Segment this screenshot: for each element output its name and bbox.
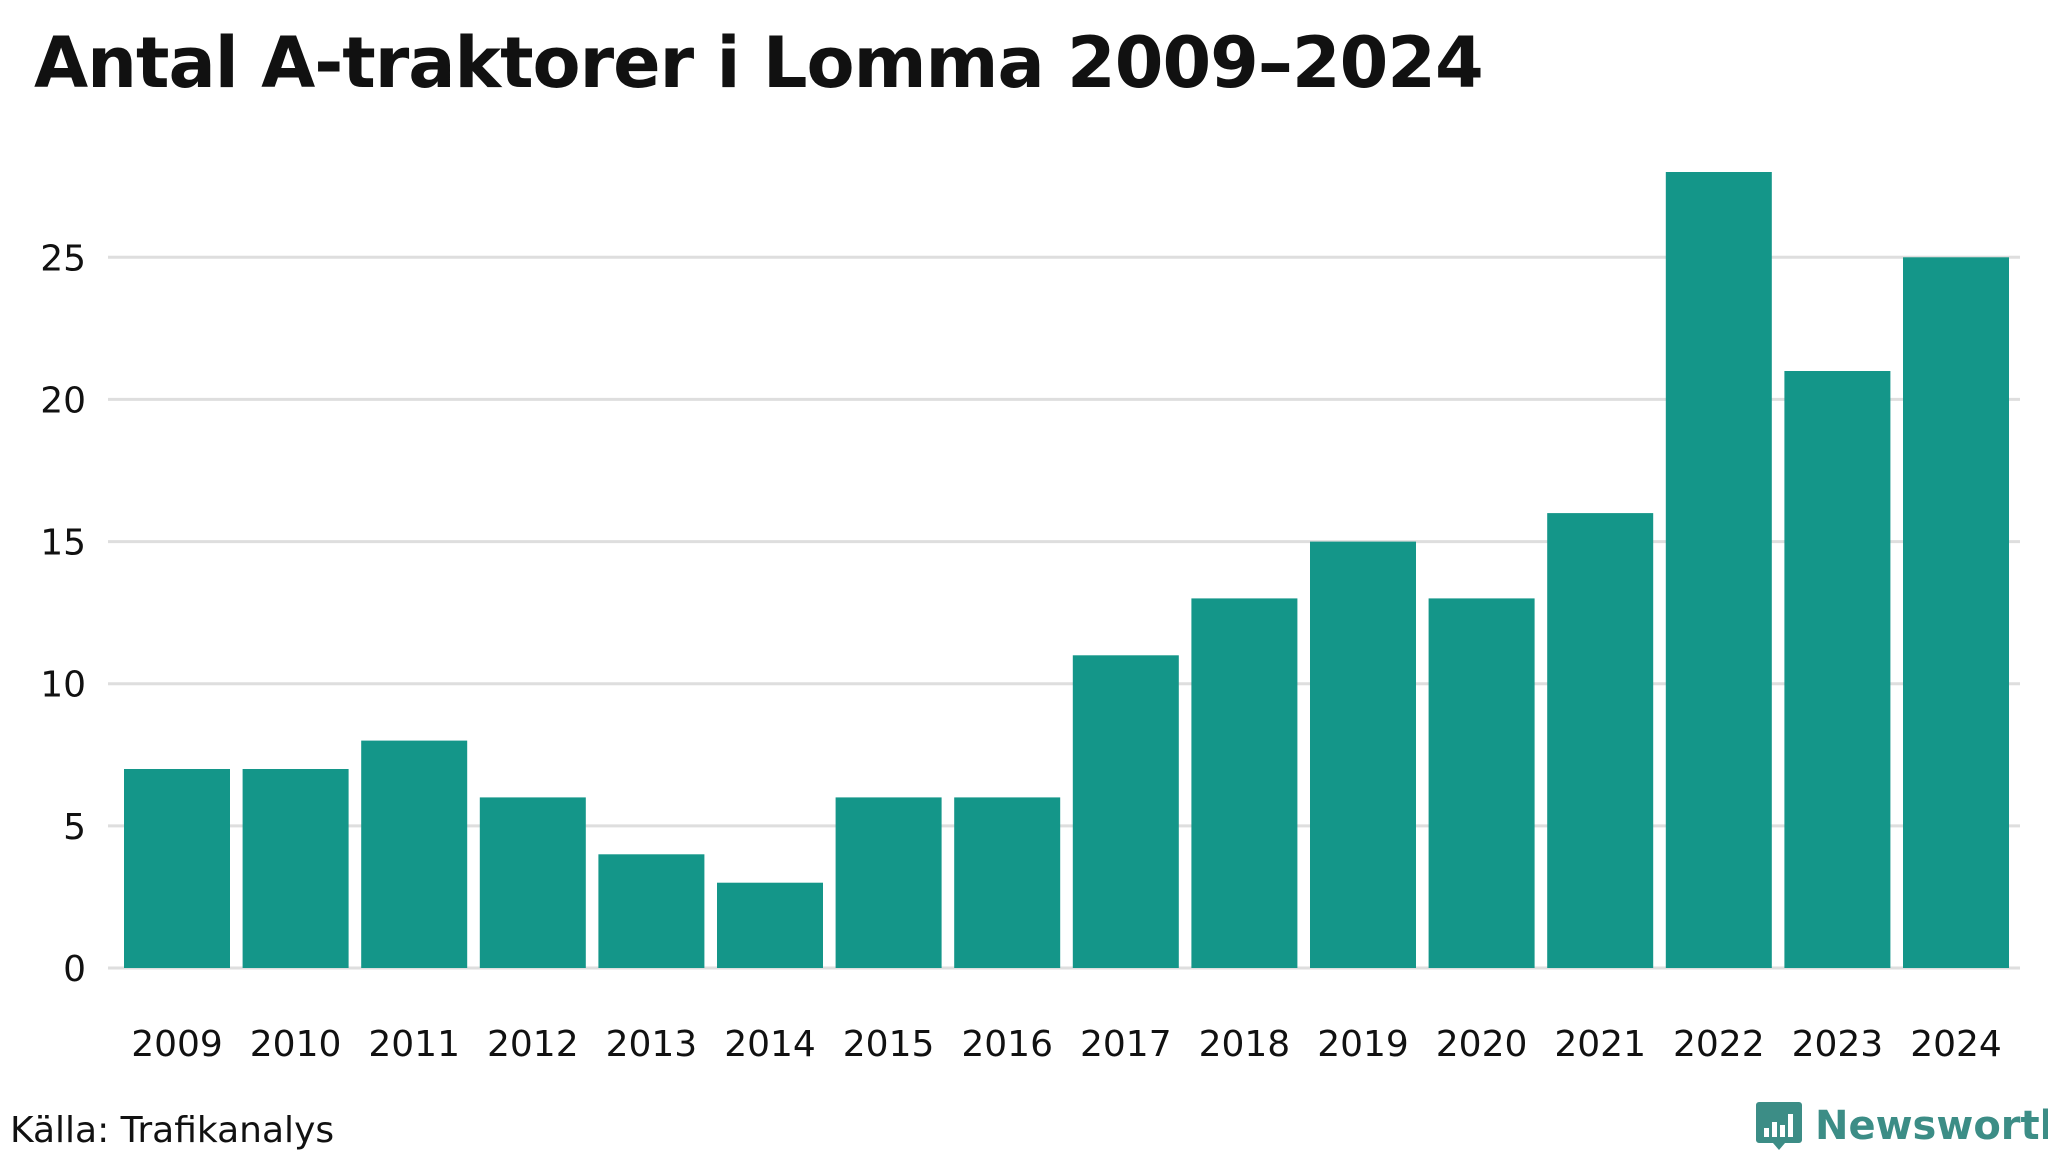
source-note: Källa: Trafikanalys (10, 1110, 335, 1151)
x-tick-label: 2010 (250, 1024, 342, 1065)
newsworthy-logo-icon (1756, 1102, 1802, 1150)
chart-title: Antal A-traktorer i Lomma 2009–2024 (34, 22, 1484, 104)
brand-name: Newsworthy (1815, 1103, 2048, 1149)
y-axis: 0 5 10 15 20 25 (40, 238, 86, 990)
bar-2012 (479, 797, 586, 968)
bar-2011 (361, 740, 468, 968)
x-tick-label: 2011 (368, 1024, 460, 1065)
x-tick-label: 2021 (1554, 1024, 1646, 1065)
y-tick-label: 0 (63, 949, 86, 990)
bar-2015 (835, 797, 942, 968)
y-tick-label: 25 (40, 238, 86, 279)
bar-2018 (1191, 598, 1298, 968)
bar-2017 (1072, 655, 1179, 968)
bar-2021 (1547, 513, 1654, 968)
x-tick-label: 2013 (606, 1024, 698, 1065)
x-axis: 2009 2010 2011 2012 2013 2014 2015 2016 2017 2018… (131, 1024, 2002, 1065)
x-tick-label: 2009 (131, 1024, 223, 1065)
x-tick-label: 2024 (1910, 1024, 2002, 1065)
bar-layer (124, 172, 2009, 968)
bar-2019 (1310, 541, 1416, 968)
bar-2022 (1665, 172, 1772, 968)
x-tick-label: 2018 (1199, 1024, 1291, 1065)
bar-2024 (1903, 257, 2009, 968)
x-tick-label: 2015 (843, 1024, 935, 1065)
y-tick-label: 5 (63, 807, 86, 848)
x-tick-label: 2012 (487, 1024, 579, 1065)
x-tick-label: 2019 (1317, 1024, 1409, 1065)
brand-logo: Newsworthy (1755, 1100, 2048, 1152)
x-tick-label: 2017 (1080, 1024, 1172, 1065)
y-tick-label: 20 (40, 380, 86, 421)
x-tick-label: 2023 (1792, 1024, 1884, 1065)
x-tick-label: 2016 (961, 1024, 1053, 1065)
bar-2014 (717, 882, 823, 968)
x-tick-label: 2022 (1673, 1024, 1765, 1065)
x-tick-label: 2014 (724, 1024, 816, 1065)
bar-2009 (124, 769, 230, 968)
bar-2010 (242, 769, 349, 968)
y-tick-label: 10 (40, 665, 86, 706)
x-tick-label: 2020 (1436, 1024, 1528, 1065)
bar-2013 (598, 854, 705, 968)
bar-2016 (954, 797, 1061, 968)
y-tick-label: 15 (40, 523, 86, 564)
bar-2020 (1428, 598, 1535, 968)
bar-2023 (1784, 371, 1891, 968)
